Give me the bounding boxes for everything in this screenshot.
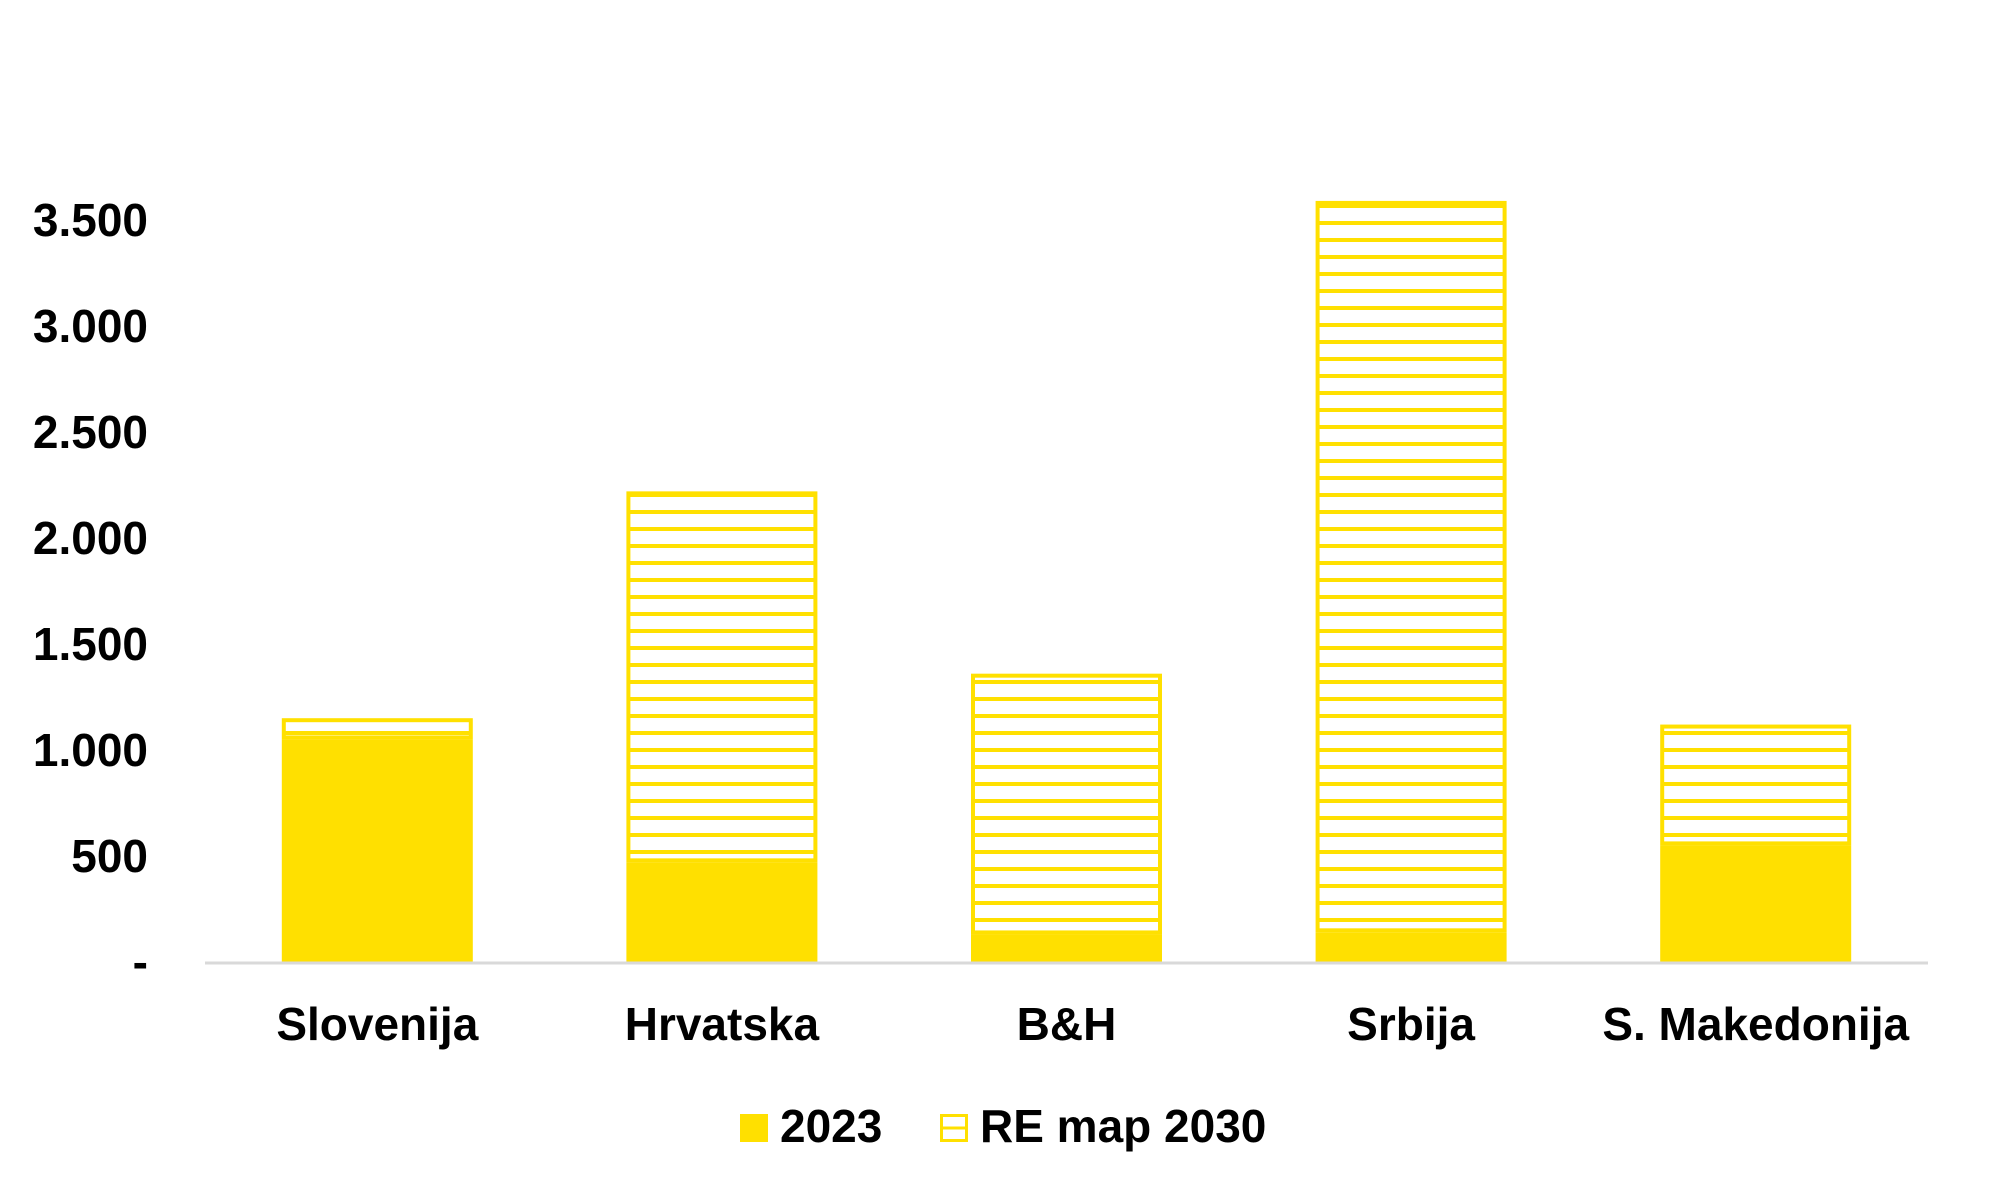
y-tick-label: 1.000 (33, 724, 148, 776)
x-tick-label: Srbija (1347, 998, 1475, 1050)
x-tick-label: S. Makedonija (1602, 998, 1909, 1050)
bar-hrvatska-2023 (626, 862, 818, 962)
bar-s-makedonija-re-map-2030 (1660, 724, 1852, 846)
legend-swatch-solid (740, 1114, 768, 1142)
x-axis: Slovenija Hrvatska B&H Srbija S. Makedonija (205, 961, 1928, 1050)
x-tick-label: B&H (1017, 998, 1117, 1050)
legend-label: 2023 (780, 1100, 882, 1152)
bar-slovenija-2023 (281, 739, 473, 962)
y-tick-label: 3.500 (33, 194, 148, 246)
bar-slovenija-re-map-2030 (281, 718, 473, 740)
bar-srbija-2023 (1315, 932, 1507, 962)
legend-label: RE map 2030 (980, 1100, 1266, 1152)
y-axis: - 500 1.000 1.500 2.000 2.500 3.000 3.500 (33, 194, 148, 988)
bar-srbija-re-map-2030 (1315, 200, 1507, 933)
legend: 2023 RE map 2030 (740, 1100, 1266, 1152)
y-tick-label: 500 (71, 830, 148, 882)
y-tick-label: 1.500 (33, 618, 148, 670)
y-tick-label: 2.000 (33, 512, 148, 564)
bar-s-makedonija-2023 (1660, 845, 1852, 962)
bars (281, 200, 1852, 962)
bar-hrvatska-re-map-2030 (626, 491, 818, 863)
y-tick-label: 2.500 (33, 406, 148, 458)
bar-b-h-2023 (971, 934, 1162, 962)
y-tick-label: 3.000 (33, 300, 148, 352)
y-tick-label: - (133, 936, 148, 988)
bar-b-h-re-map-2030 (971, 673, 1162, 935)
x-tick-label: Slovenija (276, 998, 478, 1050)
x-tick-label: Hrvatska (625, 998, 820, 1050)
